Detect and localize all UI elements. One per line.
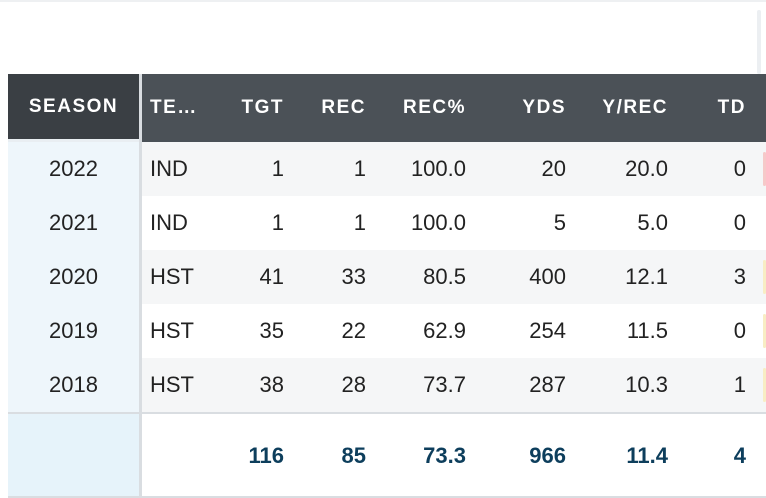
total-yds: 966 — [529, 443, 566, 468]
cell-tgt: 1 — [271, 210, 284, 235]
stats-table: SEASON TE… TGT REC REC% YDS Y/REC TD 202… — [8, 74, 766, 498]
table-row: 2022 IND 1 1 100.0 20 20.0 0 — [8, 142, 766, 196]
cell-rec: 1 — [353, 156, 366, 181]
cell-td: 0 — [733, 156, 746, 181]
cell-y-rec: 12.1 — [625, 264, 668, 289]
table-row: 2019 HST 35 22 62.9 254 11.5 0 — [8, 304, 766, 358]
vertical-scrollbar[interactable] — [757, 10, 761, 74]
header-td[interactable]: TD — [717, 97, 746, 118]
cell-yds: 5 — [553, 210, 566, 235]
header-rec[interactable]: REC — [321, 97, 366, 118]
next-column-edge — [763, 314, 766, 348]
cell-tgt: 1 — [271, 156, 284, 181]
cell-team: HST — [150, 264, 194, 289]
top-border — [0, 0, 766, 2]
cell-rec-pct: 73.7 — [423, 372, 466, 397]
header-y-rec[interactable]: Y/REC — [602, 97, 668, 118]
cell-rec: 33 — [341, 264, 366, 289]
cell-season: 2021 — [8, 196, 139, 250]
cell-tgt: 35 — [259, 318, 284, 343]
cell-rec: 22 — [341, 318, 366, 343]
cell-y-rec: 5.0 — [637, 210, 668, 235]
cell-y-rec: 20.0 — [625, 156, 668, 181]
cell-rec-pct: 62.9 — [423, 318, 466, 343]
totals-season-cell — [8, 414, 139, 498]
cell-td: 0 — [733, 318, 746, 343]
table-row: 2021 IND 1 1 100.0 5 5.0 0 — [8, 196, 766, 250]
header-rec-pct[interactable]: REC% — [402, 97, 466, 118]
cell-team: HST — [150, 318, 194, 343]
next-column-edge — [763, 152, 766, 186]
next-column-edge — [763, 368, 766, 402]
total-tgt: 116 — [248, 443, 285, 468]
cell-season: 2022 — [8, 142, 139, 196]
header-season-label: SEASON — [28, 95, 119, 117]
totals-divider — [8, 412, 766, 414]
cell-team: HST — [150, 372, 194, 397]
cell-team: IND — [150, 210, 188, 235]
cell-team: IND — [150, 156, 188, 181]
totals-row: 116 85 73.3 966 11.4 4 — [8, 414, 766, 498]
cell-y-rec: 10.3 — [625, 372, 668, 397]
header-yds[interactable]: YDS — [522, 97, 566, 118]
header-season[interactable]: SEASON — [8, 74, 139, 142]
total-rec: 85 — [341, 443, 366, 468]
table-header: SEASON TE… TGT REC REC% YDS Y/REC TD — [8, 74, 766, 142]
header-tgt[interactable]: TGT — [241, 97, 284, 118]
cell-yds: 254 — [529, 318, 566, 343]
cell-yds: 287 — [529, 372, 566, 397]
table-row: 2020 HST 41 33 80.5 400 12.1 3 — [8, 250, 766, 304]
cell-td: 3 — [733, 264, 746, 289]
cell-td: 0 — [733, 210, 746, 235]
cell-td: 1 — [733, 372, 746, 397]
next-column-edge — [763, 260, 766, 294]
bottom-border — [8, 496, 766, 498]
total-y-rec: 11.4 — [626, 443, 668, 468]
cell-season: 2020 — [8, 250, 139, 304]
cell-tgt: 41 — [259, 264, 284, 289]
cell-yds: 400 — [529, 264, 566, 289]
cell-yds: 20 — [541, 156, 566, 181]
cell-rec-pct: 100.0 — [410, 210, 466, 235]
cell-rec: 1 — [353, 210, 366, 235]
cell-rec-pct: 100.0 — [410, 156, 466, 181]
total-td: 4 — [733, 443, 746, 468]
cell-rec: 28 — [341, 372, 366, 397]
header-team[interactable]: TE… — [150, 97, 198, 118]
cell-y-rec: 11.5 — [626, 318, 668, 343]
cell-season: 2019 — [8, 304, 139, 358]
table-row: 2018 HST 38 28 73.7 287 10.3 1 — [8, 358, 766, 412]
cell-rec-pct: 80.5 — [423, 264, 466, 289]
cell-tgt: 38 — [259, 372, 284, 397]
cell-season: 2018 — [8, 358, 139, 412]
frozen-column-divider — [139, 74, 142, 498]
total-rec-pct: 73.3 — [423, 443, 466, 468]
